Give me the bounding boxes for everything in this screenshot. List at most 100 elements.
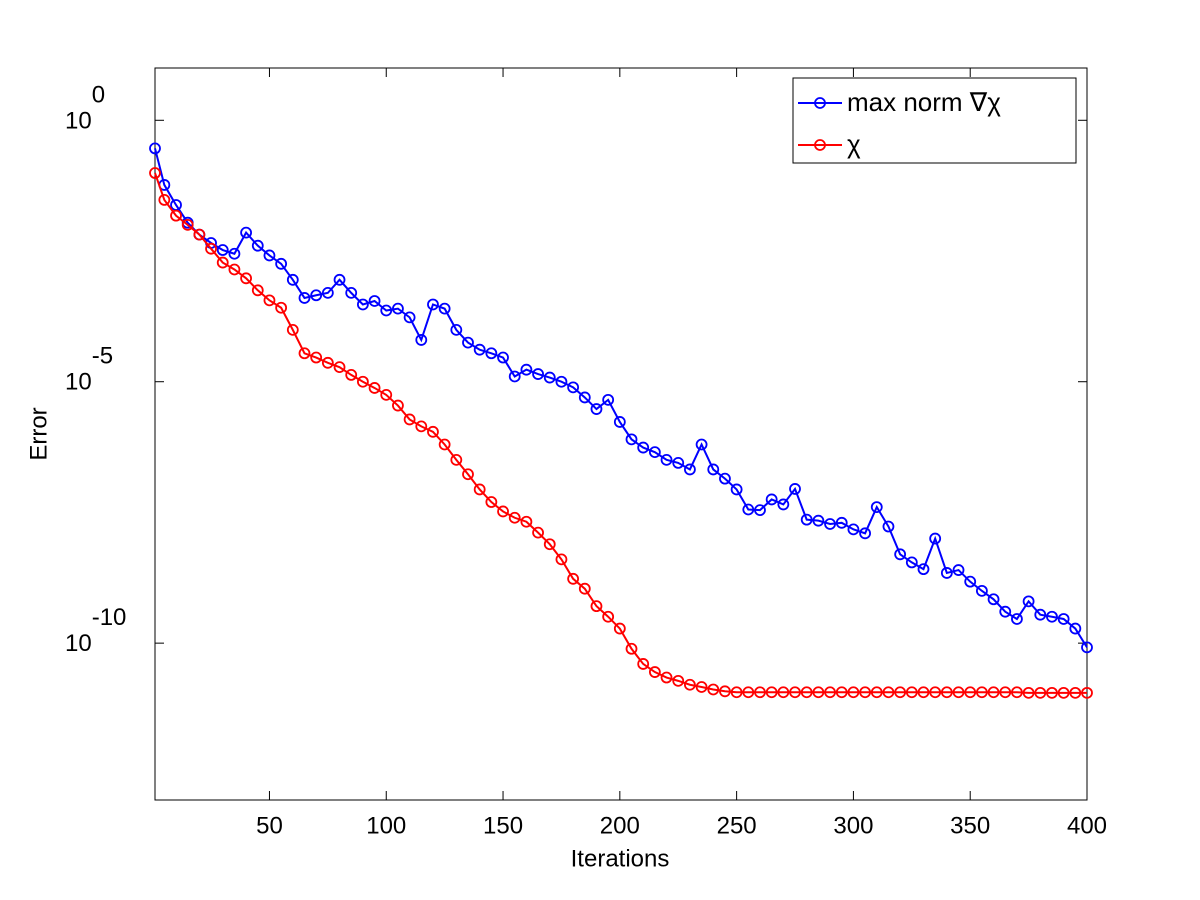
marker: [380, 388, 393, 401]
marker: [602, 393, 615, 406]
marker: [590, 600, 603, 613]
marker: [149, 167, 161, 179]
marker: [789, 483, 801, 495]
marker: [333, 273, 346, 286]
marker: [613, 416, 626, 428]
marker: [800, 513, 813, 526]
marker: [1046, 610, 1058, 623]
y-tick-label: 100: [65, 82, 105, 135]
marker: [789, 686, 801, 699]
marker: [1011, 686, 1023, 699]
marker: [228, 263, 241, 276]
marker: [835, 686, 848, 699]
marker: [894, 548, 907, 561]
marker: [952, 686, 965, 699]
marker: [450, 453, 463, 466]
marker: [333, 361, 346, 374]
marker: [999, 605, 1012, 618]
marker: [859, 686, 871, 699]
marker: [403, 413, 416, 426]
marker: [730, 686, 743, 699]
marker: [392, 302, 404, 315]
marker: [263, 294, 276, 307]
marker: [637, 441, 650, 454]
marker: [648, 446, 661, 459]
marker: [660, 671, 673, 684]
marker: [149, 142, 161, 155]
y-tick-base: 10: [65, 630, 92, 657]
marker: [403, 311, 416, 324]
marker: [695, 438, 708, 451]
marker: [1069, 622, 1082, 635]
y-tick-exponent: -5: [92, 343, 113, 370]
marker: [427, 425, 439, 438]
marker: [310, 351, 323, 364]
marker: [321, 286, 334, 299]
legend-marker: [814, 97, 826, 109]
marker: [882, 686, 895, 699]
marker: [835, 516, 848, 529]
legend-label: max norm ∇χ: [847, 87, 1001, 117]
marker: [286, 323, 299, 336]
marker: [719, 472, 731, 485]
y-tick-exponent: 0: [92, 82, 105, 109]
marker: [1057, 613, 1070, 625]
marker: [952, 564, 965, 576]
marker: [543, 538, 556, 551]
marker: [1069, 686, 1082, 699]
marker: [497, 505, 509, 518]
marker: [625, 642, 638, 655]
marker: [824, 518, 836, 530]
marker: [987, 686, 1000, 699]
y-tick-label: 10-10: [65, 604, 126, 657]
marker: [929, 686, 942, 699]
marker: [427, 298, 439, 311]
marker: [742, 503, 755, 516]
marker: [392, 399, 404, 412]
marker: [380, 304, 393, 317]
marker: [181, 218, 194, 231]
x-tick-label: 350: [950, 812, 990, 839]
marker: [812, 686, 825, 699]
y-tick-base: 10: [65, 369, 92, 396]
marker: [964, 686, 977, 699]
marker: [345, 368, 358, 381]
marker: [415, 334, 428, 346]
marker: [870, 501, 883, 513]
marker: [894, 686, 907, 699]
marker: [485, 347, 498, 360]
marker: [987, 593, 1000, 606]
marker: [345, 286, 358, 299]
marker: [754, 686, 766, 699]
marker: [298, 292, 311, 304]
marker: [473, 343, 486, 356]
marker: [882, 520, 895, 533]
marker: [847, 686, 860, 699]
marker: [462, 468, 474, 481]
marker: [672, 457, 685, 469]
y-tick-label: 10-5: [65, 343, 113, 396]
marker: [940, 686, 953, 699]
marker: [637, 658, 650, 670]
marker: [578, 391, 591, 404]
marker: [532, 526, 544, 539]
marker: [648, 666, 661, 678]
marker: [859, 527, 871, 540]
marker: [975, 584, 988, 597]
marker: [462, 336, 474, 349]
marker: [450, 323, 463, 336]
marker: [508, 511, 521, 524]
marker: [193, 228, 206, 241]
marker: [975, 686, 988, 699]
marker: [929, 532, 942, 545]
marker: [777, 686, 790, 699]
marker: [707, 683, 720, 696]
marker: [730, 483, 743, 496]
marker: [602, 610, 615, 623]
x-tick-label: 250: [717, 812, 757, 839]
marker: [567, 381, 580, 394]
marker: [905, 556, 918, 569]
marker: [765, 686, 778, 699]
marker: [275, 257, 288, 270]
marker: [613, 622, 626, 635]
